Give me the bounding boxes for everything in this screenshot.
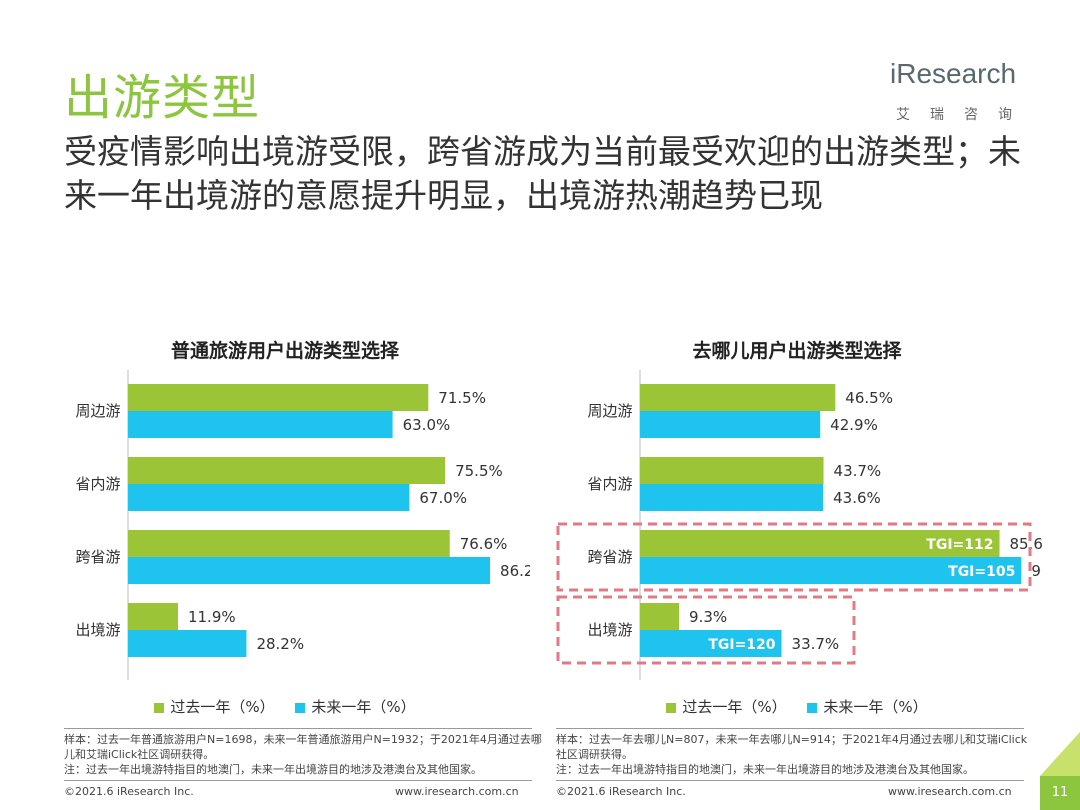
bar-past-2 xyxy=(128,530,450,557)
iresearch-logo: iResearch 艾瑞咨询 xyxy=(890,58,1040,124)
bar-future-1 xyxy=(128,484,410,511)
bar-past-2 xyxy=(640,530,1000,557)
category-label: 出境游 xyxy=(587,621,632,639)
legend-item-past: 过去一年（%） xyxy=(154,698,275,716)
tgi-label-future: TGI=120 xyxy=(708,637,775,653)
logo-text: iResearch xyxy=(890,58,1017,89)
value-label-past: 75.5% xyxy=(455,462,503,480)
copyright-right: ©2021.6 iResearch Inc. xyxy=(556,785,686,798)
value-label-future: 28.2% xyxy=(256,635,304,653)
bar-future-3 xyxy=(128,630,247,657)
page-title: 出游类型 xyxy=(64,70,261,126)
url-right: www.iresearch.com.cn xyxy=(888,785,1012,798)
legend-item-future: 未来一年（%） xyxy=(295,698,416,716)
value-label-past: 76.6% xyxy=(460,535,508,553)
value-label-past: 43.7% xyxy=(834,462,882,480)
bar-future-3 xyxy=(640,630,782,657)
copyright-left: ©2021.6 iResearch Inc. xyxy=(64,785,194,798)
bar-past-3 xyxy=(128,603,178,630)
category-label: 省内游 xyxy=(587,475,632,493)
chart-legend: 过去一年（%） 未来一年（%） xyxy=(552,696,1042,717)
value-label-past: 71.5% xyxy=(438,389,486,407)
highlight-box-2 xyxy=(556,522,1032,592)
legend-swatch-past xyxy=(666,702,677,713)
value-label-future: 67.0% xyxy=(419,489,467,507)
chart-panel-qunar-users: 去哪儿用户出游类型选择 周边游 46.5% 42.9% 省内游 43.7% 43.6% 跨省… xyxy=(552,330,1042,730)
value-label-future: 42.9% xyxy=(830,416,878,434)
chart-title: 去哪儿用户出游类型选择 xyxy=(692,340,902,362)
value-label-future: 90.8% xyxy=(1031,562,1042,580)
value-label-future: 86.2% xyxy=(500,562,530,580)
chart-legend: 过去一年（%） 未来一年（%） xyxy=(40,696,530,717)
logo-subtext: 艾瑞咨询 xyxy=(896,107,1032,123)
category-label: 出境游 xyxy=(75,621,120,639)
value-label-future: 33.7% xyxy=(792,635,840,653)
bar-future-0 xyxy=(128,411,393,438)
bar-future-0 xyxy=(640,411,821,438)
divider-right xyxy=(556,728,1024,729)
value-label-past: 11.9% xyxy=(188,608,236,626)
bar-past-1 xyxy=(640,457,824,484)
bar-future-1 xyxy=(640,484,824,511)
tgi-label-past: TGI=112 xyxy=(926,537,993,553)
tgi-label-future: TGI=105 xyxy=(948,564,1015,580)
chart-panel-regular-users: 普通旅游用户出游类型选择 周边游 71.5% 63.0% 省内游 75.5% 67.0% 跨… xyxy=(40,330,530,730)
legend-swatch-past xyxy=(154,702,165,713)
page-number: 11 xyxy=(1040,776,1080,810)
value-label-past: 46.5% xyxy=(845,389,893,407)
bar-chart-qunar-users: 周边游 46.5% 42.9% 省内游 43.7% 43.6% 跨省游 85.6% 90.8% T… xyxy=(556,370,1042,680)
value-label-future: 63.0% xyxy=(403,416,451,434)
chart-title: 普通旅游用户出游类型选择 xyxy=(170,340,399,362)
footer-divider-right xyxy=(556,780,1024,781)
category-label: 跨省游 xyxy=(587,548,632,566)
legend-swatch-future xyxy=(295,702,306,713)
legend-swatch-future xyxy=(807,702,818,713)
value-label-future: 43.6% xyxy=(833,489,881,507)
highlight-box-3 xyxy=(556,595,856,665)
bar-past-1 xyxy=(128,457,446,484)
corner-decoration xyxy=(1040,732,1080,776)
divider-left xyxy=(64,728,532,729)
url-left: www.iresearch.com.cn xyxy=(395,785,519,798)
bar-past-0 xyxy=(640,384,836,411)
bar-chart-regular-users: 周边游 71.5% 63.0% 省内游 75.5% 67.0% 跨省游 76.6% 86.2% 出… xyxy=(75,370,530,680)
category-label: 周边游 xyxy=(587,402,632,420)
bar-future-2 xyxy=(640,557,1022,584)
footer-divider-left xyxy=(64,780,532,781)
sample-note-left: 样本：过去一年普通旅游用户N=1698，未来一年普通旅游用户N=1932；于20… xyxy=(64,733,542,776)
category-label: 省内游 xyxy=(75,475,120,493)
legend-item-past: 过去一年（%） xyxy=(666,698,787,716)
category-label: 周边游 xyxy=(75,402,120,420)
page-subtitle: 受疫情影响出境游受限，跨省游成为当前最受欢迎的出游类型；未来一年出境游的意愿提升… xyxy=(64,132,1021,215)
value-label-past: 85.6% xyxy=(1010,535,1042,553)
category-label: 跨省游 xyxy=(75,548,120,566)
bar-past-0 xyxy=(128,384,429,411)
value-label-past: 9.3% xyxy=(689,608,727,626)
bar-past-3 xyxy=(640,603,680,630)
sample-note-right: 样本：过去一年去哪儿N=807，未来一年去哪儿N=914；于2021年4月通过去… xyxy=(556,733,1028,776)
legend-item-future: 未来一年（%） xyxy=(807,698,928,716)
bar-future-2 xyxy=(128,557,491,584)
